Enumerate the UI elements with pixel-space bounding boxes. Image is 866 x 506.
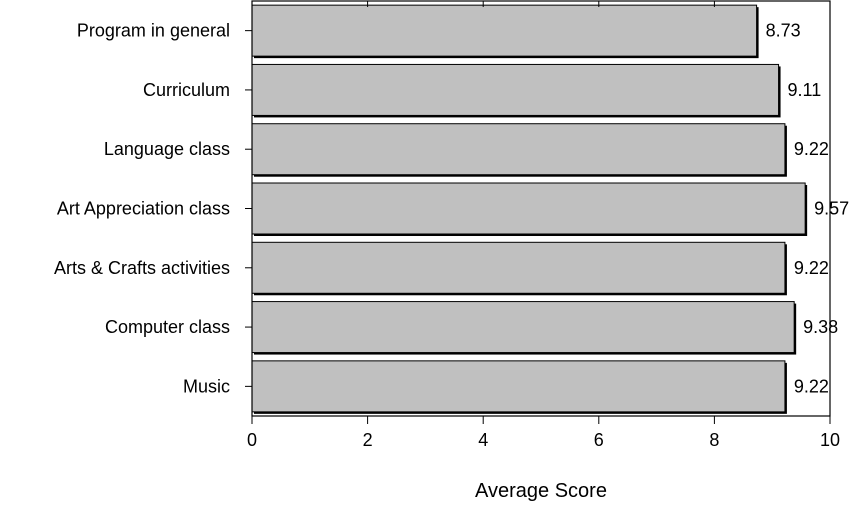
category-label: Language class — [104, 139, 230, 159]
ticks-layer — [245, 1, 831, 424]
category-label: Art Appreciation class — [57, 199, 230, 219]
data-label: 9.11 — [788, 80, 822, 100]
bar — [251, 63, 780, 116]
x-tick-label: 6 — [594, 430, 604, 450]
category-label: Arts & Crafts activities — [54, 258, 230, 278]
category-label: Computer class — [105, 317, 230, 337]
x-axis-title: Average Score — [475, 480, 607, 502]
bar — [251, 301, 795, 354]
data-label: 8.73 — [766, 21, 801, 41]
labels-layer: Program in general 8.73 Curriculum 9.11 Lang… — [54, 21, 849, 450]
bar — [251, 4, 758, 57]
bars-layer — [251, 4, 808, 414]
bar — [251, 123, 786, 176]
x-tick-label: 2 — [363, 430, 373, 450]
x-tick-label: 8 — [709, 430, 719, 450]
bar — [251, 182, 806, 235]
data-label: 9.57 — [814, 199, 849, 219]
data-label: 9.38 — [803, 317, 838, 337]
bar — [251, 241, 786, 294]
data-label: 9.22 — [794, 376, 829, 396]
category-label: Curriculum — [143, 80, 230, 100]
x-tick-label: 10 — [820, 430, 840, 450]
data-label: 9.22 — [794, 258, 829, 278]
data-label: 9.22 — [794, 139, 829, 159]
x-tick-label: 0 — [247, 430, 257, 450]
category-label: Music — [183, 376, 230, 396]
category-label: Program in general — [77, 21, 230, 41]
bar — [251, 360, 786, 413]
x-tick-label: 4 — [478, 430, 488, 450]
